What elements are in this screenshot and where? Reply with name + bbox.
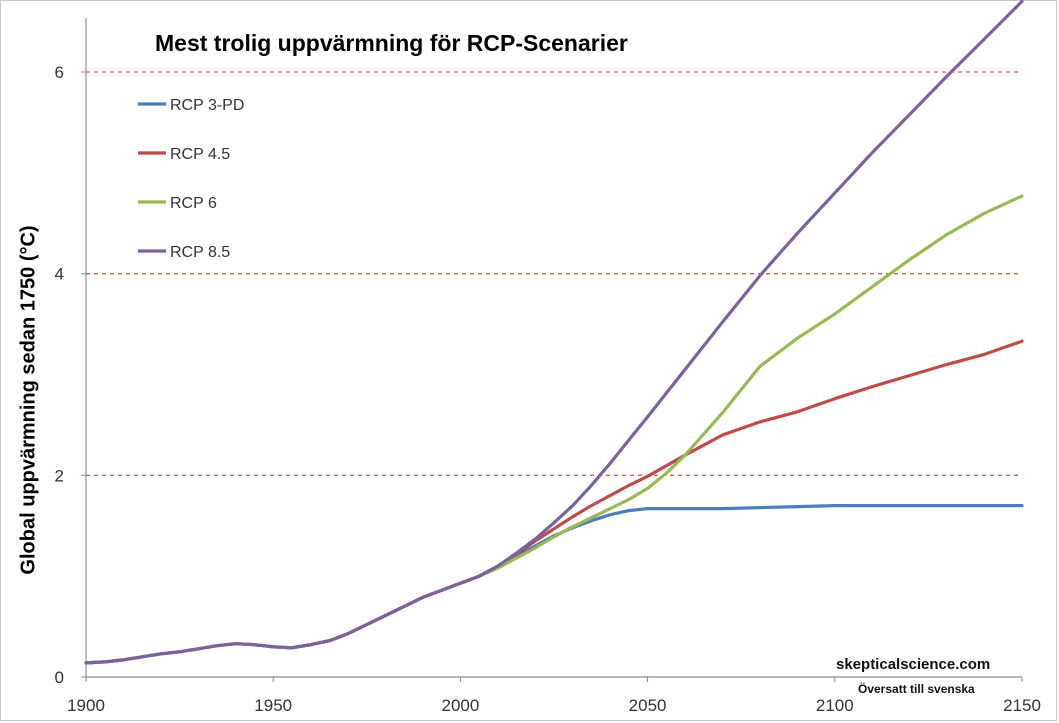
y-tick-label-6: 6	[55, 63, 64, 82]
series-lines	[84, 0, 1024, 665]
axes: 0 2 4 6 1900 1950 2000 2050 2100 2150	[55, 18, 1041, 715]
y-axis-label: Global uppvärmning sedan 1750 (°C)	[17, 225, 40, 575]
gridlines	[86, 71, 1022, 476]
credit-note: Översatt till svenska	[858, 682, 975, 696]
legend-label-rcp-6: RCP 6	[170, 195, 217, 212]
x-tick-label-1900: 1900	[67, 696, 105, 715]
chart-title: Mest trolig uppvärmning för RCP-Scenarie…	[155, 30, 628, 56]
series-line-rcp-8-5	[84, 0, 1024, 665]
legend-label-rcp-4-5: RCP 4.5	[170, 146, 230, 163]
credit-text: skepticalscience.com	[836, 656, 991, 673]
x-tick-label-2100: 2100	[816, 696, 854, 715]
legend: RCP 3-PD RCP 4.5 RCP 6 RCP 8.5	[138, 97, 244, 261]
legend-label-rcp-8-5: RCP 8.5	[170, 244, 230, 261]
x-tick-label-1950: 1950	[254, 696, 292, 715]
y-tick-label-0: 0	[55, 668, 64, 687]
x-tick-label-2000: 2000	[441, 696, 479, 715]
series-line-rcp-4-5	[84, 339, 1024, 665]
y-tick-label-2: 2	[55, 466, 64, 485]
y-tick-label-4: 4	[55, 265, 64, 284]
series-line-rcp-6	[84, 194, 1024, 665]
x-tick-label-2150: 2150	[1003, 696, 1041, 715]
legend-label-rcp-3-pd: RCP 3-PD	[170, 97, 244, 114]
x-tick-label-2050: 2050	[629, 696, 667, 715]
